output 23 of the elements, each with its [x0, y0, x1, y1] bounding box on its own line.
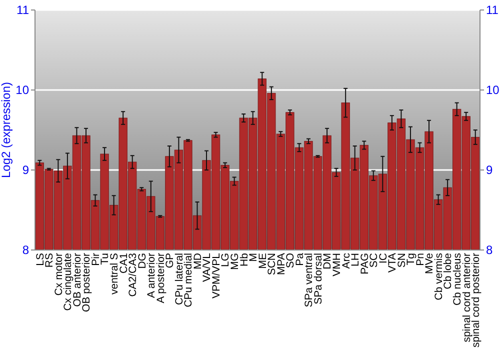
- x-tick-label: SPa dorsal: [312, 253, 324, 304]
- y2-tick-label: 11: [486, 3, 499, 18]
- x-tick-label: Arc: [340, 253, 352, 269]
- y-tick-label: 8: [22, 243, 30, 258]
- x-tick-label: RS: [44, 253, 56, 268]
- x-tick-label: spinal cord anterior: [460, 252, 473, 342]
- x-tick-label: GP: [164, 253, 176, 268]
- y2-tick-label: 10: [486, 83, 500, 98]
- x-tick-label: CA1: [118, 252, 130, 274]
- y-tick-label: 10: [16, 83, 30, 98]
- x-tick-label: MG: [229, 253, 241, 270]
- x-tick-label: spinal cord posterior: [470, 252, 482, 348]
- x-tick-label: Hb: [238, 252, 250, 266]
- y2-tick-label: 8: [486, 243, 493, 258]
- y-tick-label: 11: [16, 3, 30, 18]
- y-axis-title: Log2 (expression): [0, 82, 13, 178]
- x-tick-label: LS: [34, 253, 46, 266]
- x-tick-label: LG: [220, 253, 232, 268]
- x-tick-label: Cb lobe: [442, 252, 454, 290]
- x-tick-label: Tg: [405, 252, 418, 266]
- x-tick-label: Cb nucleus: [452, 253, 464, 306]
- y2-tick-label: 9: [486, 163, 493, 178]
- y-tick-label: 9: [22, 163, 30, 178]
